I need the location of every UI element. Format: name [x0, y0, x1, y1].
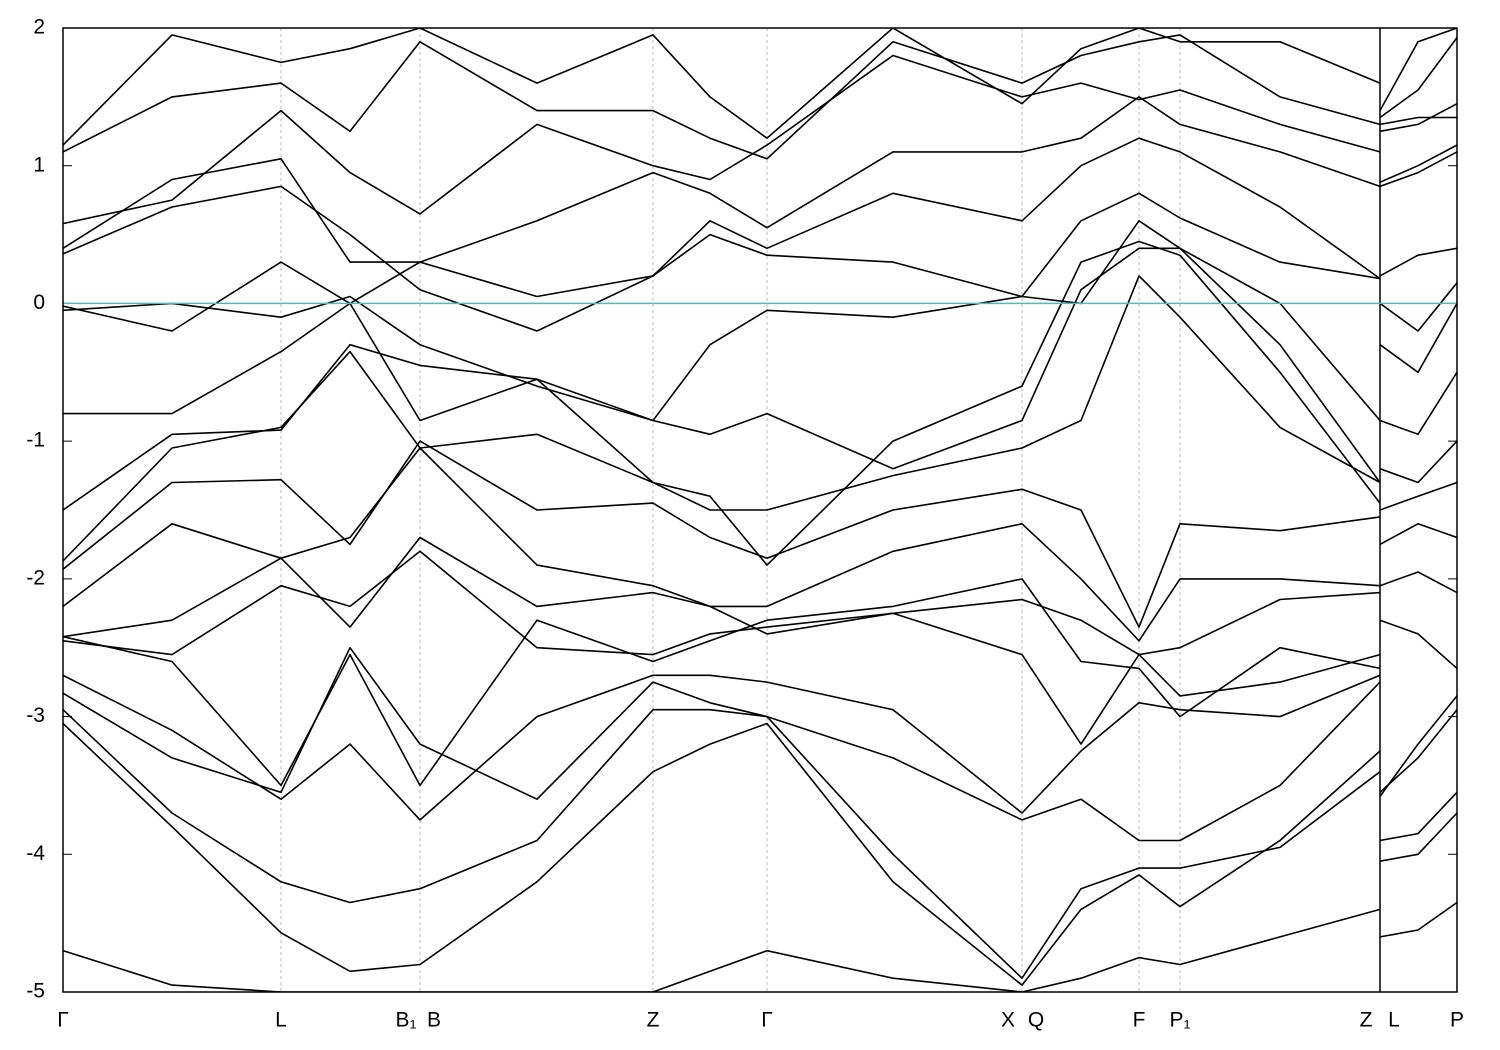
band-line	[63, 96, 1457, 263]
band-line	[63, 440, 1457, 628]
y-tick-label: -3	[26, 704, 45, 727]
x-tick-label: Q	[1028, 1009, 1044, 1032]
y-tick-label: 2	[33, 16, 45, 39]
x-tick-label: B₁	[395, 1009, 416, 1032]
x-tick-label: L	[1388, 1009, 1400, 1032]
y-tick-label: -2	[26, 566, 45, 589]
x-tick-label: Γ	[761, 1009, 773, 1032]
band-line	[63, 901, 1457, 992]
band-line	[63, 28, 1457, 146]
x-tick-label: P	[1450, 1009, 1464, 1032]
y-tick-label: -1	[26, 429, 45, 452]
y-tick-label: 1	[33, 153, 45, 176]
band-line	[63, 447, 1457, 642]
y-tick-label: 0	[33, 291, 45, 314]
x-tick-label: F	[1133, 1009, 1146, 1032]
band-line	[63, 247, 1457, 483]
band-line	[63, 220, 1457, 422]
y-tick-label: -4	[26, 842, 45, 865]
plot-area	[63, 28, 1457, 992]
band-line	[63, 54, 1457, 225]
band-line	[63, 674, 1457, 821]
x-tick-label: Z	[647, 1009, 660, 1032]
band-line	[63, 151, 1457, 332]
x-tick-label: B	[427, 1009, 441, 1032]
x-tick-label: Γ	[57, 1009, 69, 1032]
plot-frame	[62, 27, 1458, 993]
band-line	[63, 523, 1457, 745]
band-line	[63, 275, 1457, 562]
x-tick-label: P₁	[1169, 1009, 1190, 1032]
band-line	[63, 34, 1457, 160]
x-tick-label: L	[275, 1009, 287, 1032]
band-line	[63, 722, 1457, 986]
x-tick-label: X	[1001, 1009, 1015, 1032]
band-line	[63, 708, 1457, 979]
x-tick-label: Z	[1360, 1009, 1373, 1032]
band-line	[63, 571, 1457, 787]
y-tick-label: -5	[26, 980, 45, 1003]
